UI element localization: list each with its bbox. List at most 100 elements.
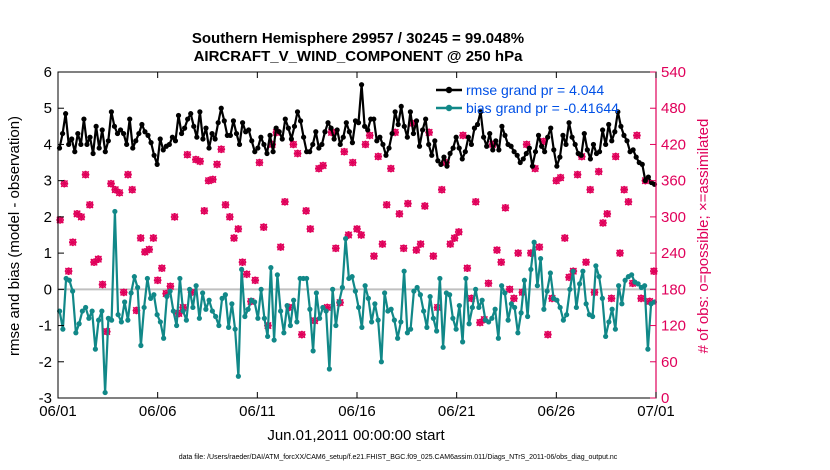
bias-point [521, 277, 527, 283]
bias-point [70, 288, 76, 294]
rmse-point [474, 121, 481, 128]
rmse-point [285, 125, 291, 131]
assimilated-obs-marker [514, 249, 523, 257]
bias-point [414, 284, 420, 291]
bias-point [232, 326, 238, 332]
assimilated-obs-marker [119, 288, 128, 297]
bias-point [590, 313, 596, 320]
rmse-series-layer [56, 82, 658, 187]
assimilated-obs-marker [344, 231, 353, 239]
bias-point [635, 281, 641, 287]
rmse-point [93, 123, 99, 129]
bias-point [239, 266, 245, 273]
rmse-point [139, 121, 145, 128]
rmse-point [618, 123, 624, 129]
rmse-point [477, 109, 484, 115]
bias-point [164, 293, 170, 300]
assimilated-obs-marker [493, 246, 501, 254]
rmse-point [358, 82, 365, 88]
assimilated-obs-marker [251, 276, 260, 285]
bias-point [515, 330, 521, 336]
assimilated-obs-marker [586, 185, 595, 194]
rmse-point [389, 130, 395, 137]
rmse-point [453, 134, 459, 140]
bias-point [209, 308, 215, 314]
rmse-point [621, 132, 627, 138]
bias-point [66, 277, 72, 283]
bias-point [567, 286, 573, 292]
rmse-point [206, 145, 212, 151]
assimilated-obs-marker [471, 197, 480, 206]
assimilated-obs-marker [111, 185, 120, 194]
legend-bias-label: bias grand pr = -0.41644 [466, 100, 619, 116]
bias-point [375, 317, 381, 323]
rmse-point [188, 111, 194, 117]
rmse-point [99, 127, 105, 133]
assimilated-obs-marker [374, 152, 383, 161]
assimilated-obs-marker [281, 197, 289, 206]
rmse-point [572, 141, 578, 148]
bias-point [245, 306, 251, 312]
bias-point [541, 306, 547, 312]
bias-point [326, 366, 332, 372]
assimilated-obs-marker [115, 188, 124, 197]
bias-point [450, 315, 456, 321]
bias-point [180, 308, 186, 314]
assimilated-obs-marker [166, 282, 175, 291]
assimilated-obs-marker [73, 210, 81, 218]
bias-point [122, 299, 128, 305]
bias-point [144, 275, 150, 282]
bias-point [573, 304, 579, 311]
bias-point [284, 303, 290, 309]
bias-point [369, 319, 375, 325]
rmse-point [215, 120, 221, 126]
assimilated-obs-marker [404, 199, 412, 208]
bias-series-layer [57, 208, 657, 396]
bias-point [596, 274, 602, 280]
assimilated-obs-marker [616, 249, 624, 257]
bias-point [128, 290, 134, 296]
rmse-point [313, 129, 319, 135]
assimilated-obs-marker [221, 200, 230, 209]
bias-point [359, 324, 365, 330]
bias-point [616, 283, 622, 289]
bias-point [408, 326, 414, 332]
assimilated-obs-marker [183, 150, 192, 159]
rmse-point [554, 163, 560, 169]
assimilated-obs-marker [539, 137, 548, 146]
rmse-point [419, 127, 426, 133]
bias-point [437, 275, 443, 282]
rmse-point [560, 132, 566, 138]
rmse-point [566, 120, 572, 126]
rmse-point [270, 149, 276, 155]
rmse-point [297, 118, 304, 124]
assimilated-obs-marker [382, 200, 391, 209]
rmse-point [551, 147, 557, 153]
rmse-point [447, 150, 453, 157]
bias-point [349, 274, 355, 280]
bias-point [115, 312, 121, 318]
assimilated-obs-marker [357, 231, 366, 239]
assimilated-obs-marker [467, 294, 476, 303]
bias-point [125, 317, 131, 323]
rmse-point [548, 125, 554, 131]
x-axis-label: Jun.01,2011 00:00:00 start [267, 427, 445, 444]
rmse-point [236, 141, 243, 148]
rmse-point [542, 149, 548, 155]
rmse-point [401, 123, 407, 129]
rmse-point [182, 125, 188, 131]
assimilated-obs-marker [624, 197, 633, 206]
rmse-point [66, 141, 72, 148]
rmse-point [340, 134, 346, 140]
bias-point [486, 319, 492, 325]
bias-point [86, 315, 92, 321]
bias-point [518, 310, 524, 316]
bias-point [395, 335, 401, 341]
bias-point [544, 288, 550, 294]
assimilated-obs-marker [556, 173, 565, 182]
assimilated-obs-marker [136, 234, 145, 242]
rmse-point [642, 178, 648, 184]
rmse-point [249, 138, 255, 144]
rmse-point [291, 123, 298, 129]
bias-point [213, 313, 219, 320]
